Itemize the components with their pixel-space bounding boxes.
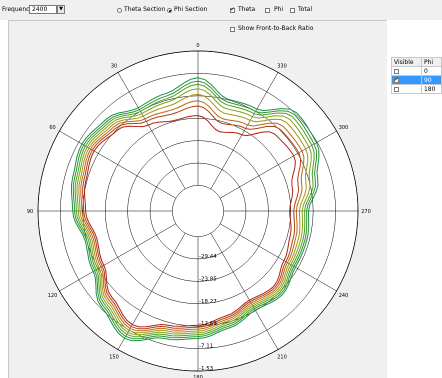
series-line [74,83,315,338]
angle-tick-label: 30 [111,64,117,70]
phi-cell: 180 [420,84,442,94]
angle-gridline [220,223,337,292]
angle-gridline [59,223,176,292]
total-label: Total [298,6,313,13]
phi-table-header: Visible Phi [391,57,442,67]
angle-tick-label: 330 [277,64,287,70]
series-line [70,77,320,342]
phi-checkbox[interactable] [265,8,270,13]
theta-section-label: Theta Section [124,6,166,13]
angle-tick-label: 60 [49,125,55,131]
angle-gridline [117,72,186,189]
phi-label: Phi [274,6,284,13]
chevron-down-icon: ▼ [59,6,63,12]
table-row[interactable]: 90 [391,75,442,85]
series-line [80,100,305,332]
series-line [83,115,296,328]
radial-tick-label: -18.27 [199,299,217,305]
row-visible-checkbox[interactable] [394,86,399,92]
angle-gridline [220,130,337,199]
angle-tick-label: 210 [277,354,287,360]
radial-tick-label: -1.53 [199,366,214,372]
table-row[interactable]: 180 [391,84,442,94]
radial-tick-label: -29.44 [199,254,217,260]
angle-tick-label: 300 [339,125,349,131]
phi-section-radio[interactable] [167,8,172,13]
visible-cell[interactable] [391,75,422,85]
theta-section-radio[interactable] [117,8,122,13]
front-to-back-label: Show Front-to-Back Ratio [238,25,314,32]
visible-column-header: Visible [391,57,422,67]
phi-cell: 0 [420,66,442,76]
angle-tick-label: 0 [196,43,199,49]
series-line [78,93,309,334]
front-to-back-checkbox[interactable] [230,27,235,32]
angle-tick-label: 240 [339,293,349,299]
phi-section-label: Phi Section [174,6,208,13]
series-line [72,80,318,340]
row-visible-checkbox[interactable] [394,76,399,83]
series-line [82,105,302,330]
theta-checkbox[interactable] [230,6,235,13]
phi-column-header: Phi [420,57,442,67]
toolbar: Frequency: 2400 ▼ Theta Section Phi Sect… [0,0,442,20]
angle-gridline [59,130,176,199]
table-row[interactable]: 0 [391,66,442,76]
visible-cell[interactable] [391,84,422,94]
angle-tick-label: 120 [48,293,58,299]
series-line [76,88,312,336]
visible-cell[interactable] [391,66,422,76]
frequency-input[interactable]: 2400 [29,5,57,14]
angle-tick-label: 150 [109,354,119,360]
radial-tick-label: -7.11 [199,344,213,350]
frequency-dropdown-button[interactable]: ▼ [57,5,65,14]
phi-table: Visible Phi 0 90 180 [391,57,442,94]
row-visible-checkbox[interactable] [394,68,399,74]
phi-cell: 90 [420,75,442,85]
angle-tick-label: 270 [361,209,371,215]
angle-gridline [210,72,279,189]
radial-tick-label: -23.85 [199,276,217,282]
frequency-label: Frequency: [2,6,35,13]
polar-plot: 0306090120150180210240270300330-29.44-23… [27,43,371,378]
total-checkbox[interactable] [290,8,295,13]
radial-tick-label: -12.69 [199,321,217,327]
theta-label: Theta [238,6,256,13]
angle-tick-label: 90 [27,209,33,215]
plot-panel: 0 30 60 90 120 150 180 210 240 270 300 330 -29.44 -23… [8,20,387,378]
angle-gridline [210,233,279,350]
